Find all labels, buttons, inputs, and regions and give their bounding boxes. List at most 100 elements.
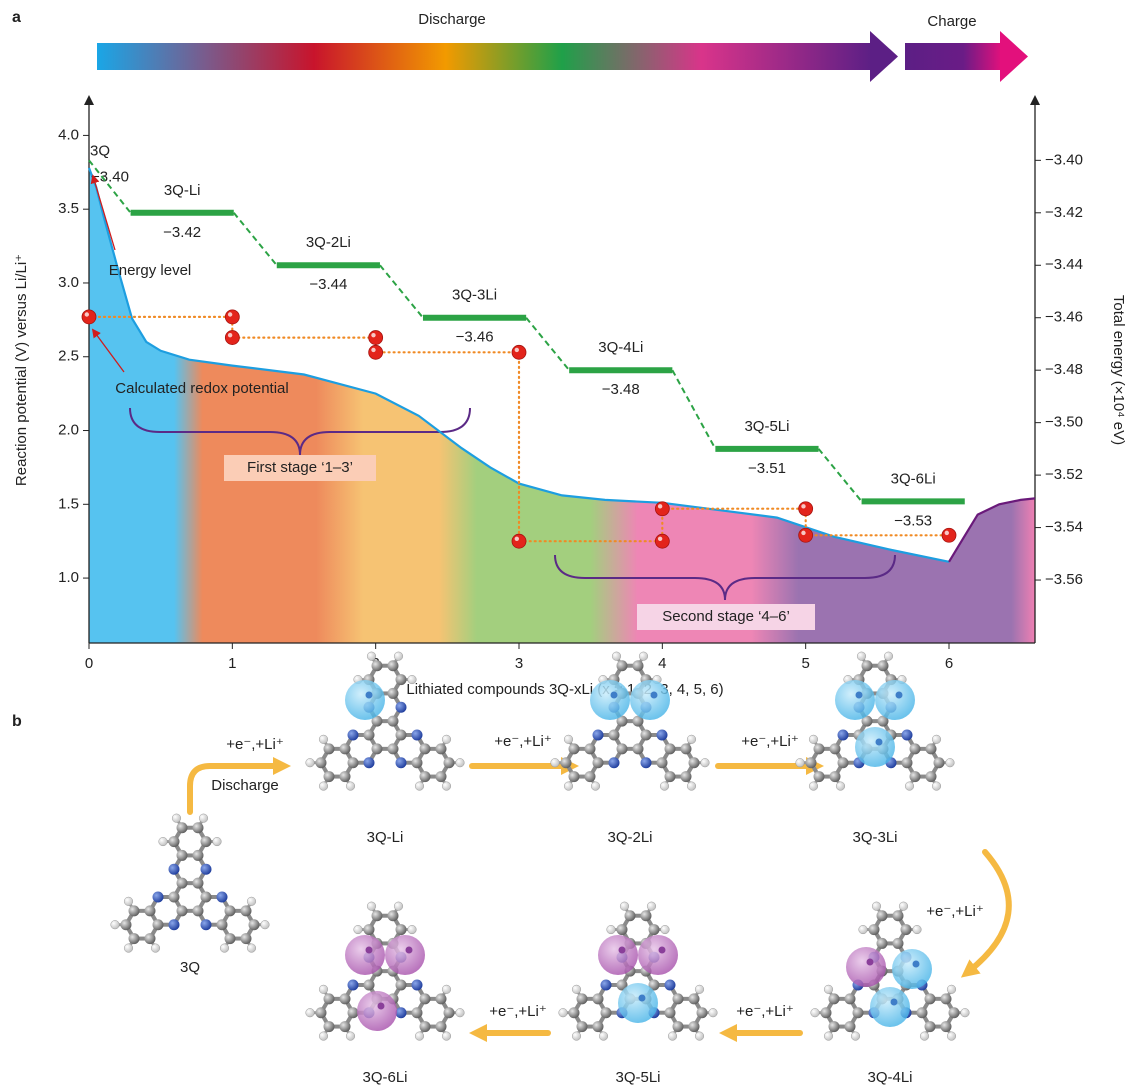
carbon-atom: [878, 660, 889, 671]
level-label: 3Q-4Li: [598, 339, 643, 356]
annotation: Energy level: [109, 262, 192, 279]
carbon-atom: [364, 730, 375, 741]
hydrogen-atom: [946, 758, 955, 767]
redox-point: [512, 534, 526, 548]
carbon-atom: [348, 757, 359, 768]
carbon-atom: [665, 743, 676, 754]
carbon-atom: [633, 660, 644, 671]
level-value: −3.51: [748, 460, 786, 477]
y-tick-label: 2.0: [58, 421, 79, 438]
point-highlight: [801, 531, 805, 535]
step-label: +e⁻,+Li⁺: [736, 1003, 794, 1020]
hydrogen-atom: [220, 944, 229, 953]
carbon-atom: [609, 730, 620, 741]
carbon-atom: [697, 1007, 708, 1018]
molecule: [559, 902, 718, 1041]
nitrogen-atom: [665, 980, 676, 991]
nitrogen-atom: [396, 702, 407, 713]
hydrogen-atom: [899, 902, 908, 911]
hydrogen-atom: [857, 652, 866, 661]
lithium-atom: [366, 692, 373, 699]
charge-bar: [905, 43, 1002, 70]
redox-point: [225, 331, 239, 345]
nitrogen-atom: [641, 757, 652, 768]
carbon-atom: [324, 993, 335, 1004]
lithium-atom: [406, 947, 413, 954]
carbon-atom: [340, 743, 351, 754]
carbon-atom: [845, 1021, 856, 1032]
redox-point: [369, 331, 383, 345]
carbon-atom: [814, 743, 825, 754]
carbon-atom: [910, 771, 921, 782]
hydrogen-atom: [947, 1032, 956, 1041]
hydrogen-atom: [620, 902, 629, 911]
carbon-atom: [177, 850, 188, 861]
hydrogen-atom: [709, 1008, 718, 1017]
hydrogen-atom: [851, 1032, 860, 1041]
hydrogen-atom: [687, 735, 696, 744]
carbon-atom: [593, 993, 604, 1004]
point-highlight: [228, 333, 232, 337]
carbon-atom: [324, 743, 335, 754]
lithium-site: [892, 949, 932, 989]
level-label: 3Q-Li: [164, 182, 201, 199]
hydrogen-atom: [172, 814, 181, 823]
nitrogen-atom: [348, 980, 359, 991]
y2-tick-label: −3.46: [1045, 309, 1083, 326]
molecule: [306, 652, 465, 791]
molecule: [796, 652, 955, 791]
hydrogen-atom: [668, 1032, 677, 1041]
hydrogen-atom: [913, 925, 922, 934]
hydrogen-atom: [408, 675, 417, 684]
hydrogen-atom: [394, 902, 403, 911]
molecule: [306, 902, 465, 1041]
discharge-arrowhead: [870, 31, 898, 82]
page: a Discharge Charge First stage ‘1–3’ Sec…: [0, 0, 1134, 1088]
hydrogen-atom: [859, 925, 868, 934]
lithium-site: [870, 987, 910, 1027]
y2-tick-label: −3.48: [1045, 361, 1083, 378]
nitrogen-atom: [169, 864, 180, 875]
molecule: [551, 652, 710, 791]
step-label: +e⁻,+Li⁺: [226, 736, 284, 753]
nitrogen-atom: [838, 730, 849, 741]
lithium-site: [345, 935, 385, 975]
molecule-label: 3Q-3Li: [852, 829, 897, 846]
hydrogen-atom: [415, 1032, 424, 1041]
y2-tick-label: −3.50: [1045, 414, 1083, 431]
carbon-atom: [649, 924, 660, 935]
hydrogen-atom: [809, 782, 818, 791]
nitrogen-atom: [201, 864, 212, 875]
carbon-atom: [145, 905, 156, 916]
carbon-atom: [902, 757, 913, 768]
carbon-atom: [396, 674, 407, 685]
process-label: Discharge: [418, 11, 486, 28]
y2-tick-label: −3.40: [1045, 151, 1083, 168]
carbon-atom: [193, 850, 204, 861]
x-tick-label: 1: [228, 655, 236, 672]
carbon-atom: [829, 993, 840, 1004]
hydrogen-atom: [213, 837, 222, 846]
carbon-atom: [388, 716, 399, 727]
hydrogen-atom: [559, 1008, 568, 1017]
lithium-site: [855, 727, 895, 767]
lithium-atom: [856, 692, 863, 699]
annotation: First stage ‘1–3’: [247, 459, 353, 476]
carbon-atom: [893, 938, 904, 949]
carbon-atom: [396, 980, 407, 991]
redox-point: [799, 528, 813, 542]
carbon-atom: [420, 1021, 431, 1032]
hydrogen-atom: [701, 758, 710, 767]
carbon-atom: [364, 924, 375, 935]
hydrogen-atom: [564, 782, 573, 791]
hydrogen-atom: [612, 652, 621, 661]
carbon-atom: [617, 743, 628, 754]
point-highlight: [228, 312, 232, 316]
hydrogen-atom: [920, 1032, 929, 1041]
nitrogen-atom: [396, 1007, 407, 1018]
carbon-atom: [177, 905, 188, 916]
nitrogen-atom: [412, 730, 423, 741]
hydrogen-atom: [346, 1032, 355, 1041]
point-highlight: [658, 537, 662, 541]
carbon-atom: [893, 910, 904, 921]
